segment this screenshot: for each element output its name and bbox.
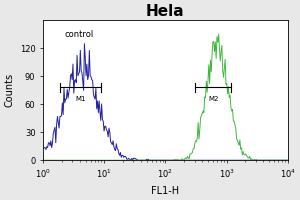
Y-axis label: Counts: Counts xyxy=(4,73,14,107)
X-axis label: FL1-H: FL1-H xyxy=(152,186,179,196)
Text: M2: M2 xyxy=(208,96,218,102)
Title: Hela: Hela xyxy=(146,4,185,19)
Text: M1: M1 xyxy=(76,96,86,102)
Text: control: control xyxy=(64,30,94,39)
